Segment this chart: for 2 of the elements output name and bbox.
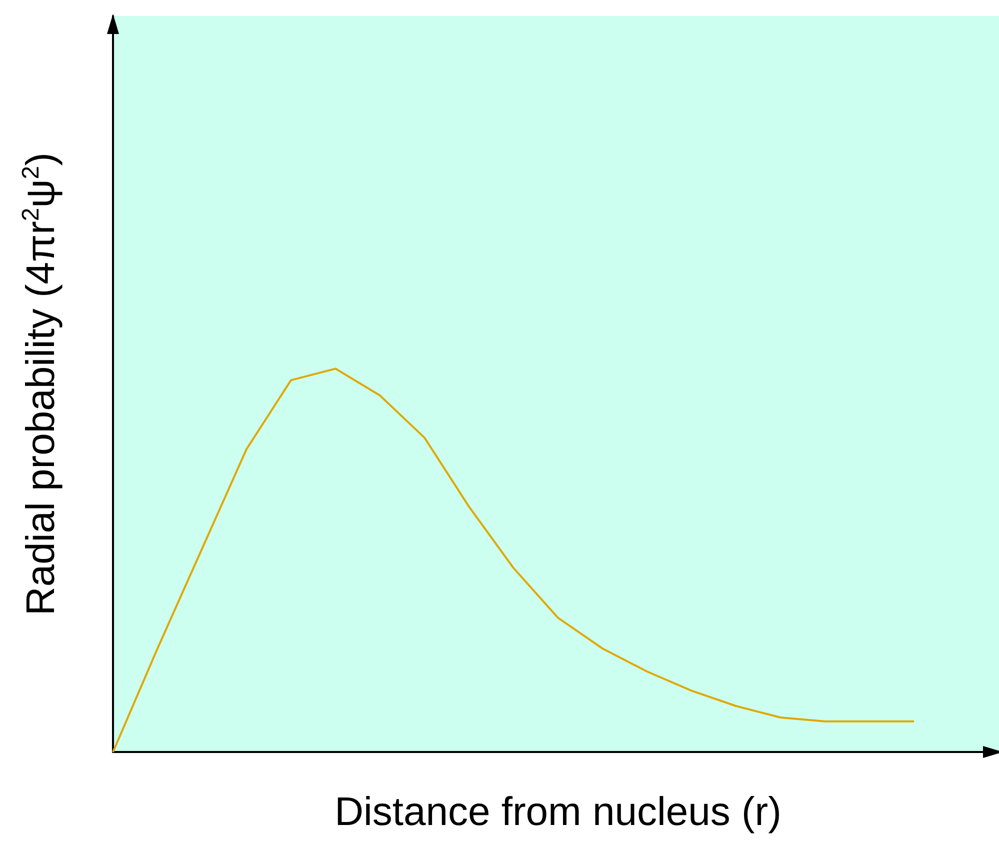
x-axis-title: Distance from nucleus (r) <box>334 790 782 834</box>
y-axis-title: Radial probability (4πr2ψ2) <box>18 152 63 616</box>
